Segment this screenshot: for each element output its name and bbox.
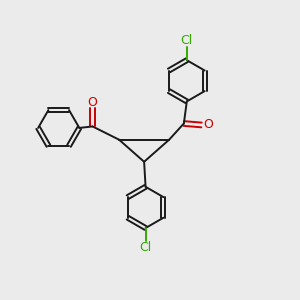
- Text: O: O: [204, 118, 214, 131]
- Text: O: O: [88, 95, 98, 109]
- Text: Cl: Cl: [140, 241, 152, 254]
- Text: Cl: Cl: [181, 34, 193, 47]
